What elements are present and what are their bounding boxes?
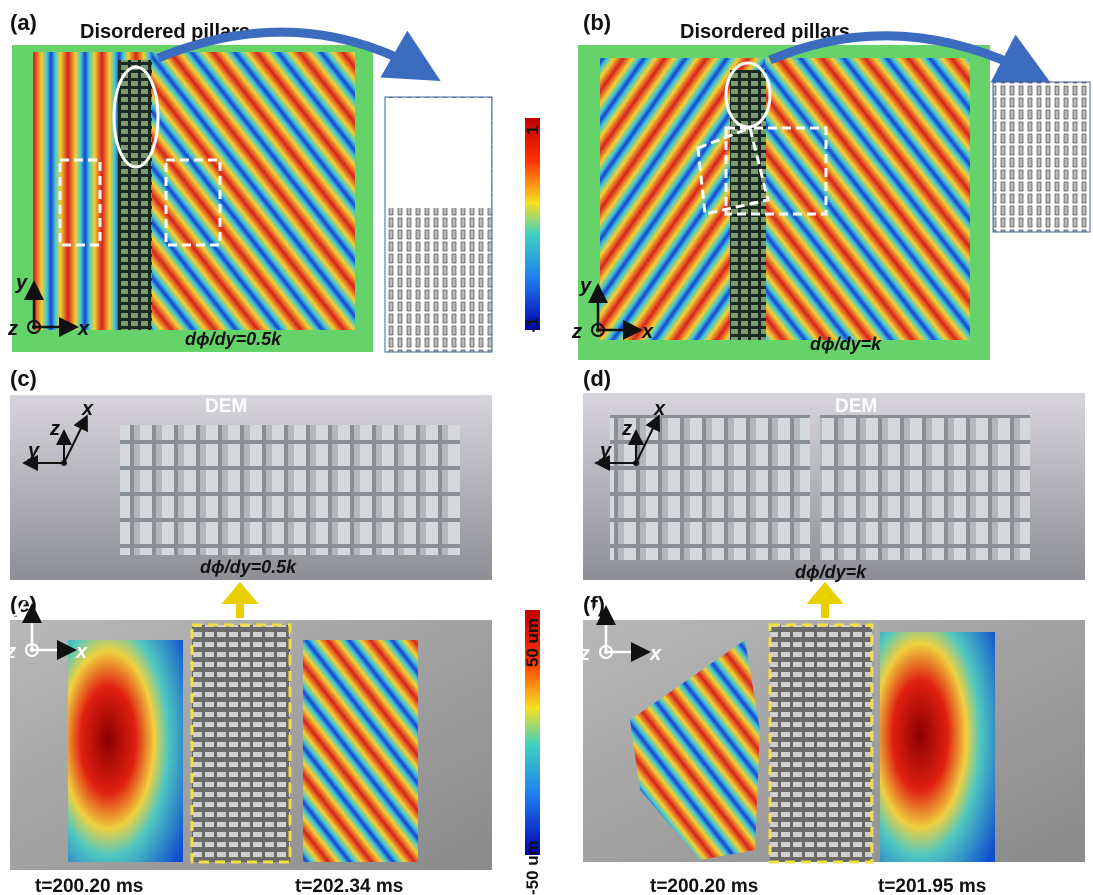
axis-label: x (81, 398, 94, 420)
panel-label: (a) (10, 10, 37, 35)
figure: (a) Disordered pillars dϕ/dy=0.5k 1 -1 (… (0, 0, 1093, 895)
axis-label: y (599, 440, 612, 462)
arrow (815, 588, 835, 618)
phase-gradient: dϕ/dy=k (810, 334, 882, 354)
time-label: t=200.20 ms (35, 876, 143, 895)
panel-label: (b) (583, 10, 611, 35)
axis-label: x (77, 318, 90, 340)
axis-label: y (13, 595, 26, 617)
phase-gradient: dϕ/dy=k (795, 562, 867, 582)
axis-origin (633, 460, 639, 466)
axis-label: z (621, 418, 632, 440)
pillar-blocks (820, 415, 1030, 560)
axis-label: y (27, 440, 40, 462)
colorbar-min: -50 um (523, 840, 542, 895)
pillar-column (730, 70, 766, 340)
arrow (230, 588, 250, 618)
colorbar-max: 50 um (523, 618, 542, 667)
phase-gradient: dϕ/dy=0.5k (200, 557, 297, 577)
pillar-blocks (610, 415, 810, 560)
inset (993, 82, 1090, 232)
axis-origin (604, 650, 608, 654)
colorbar-max: 1 (523, 125, 542, 134)
axis-origin (61, 460, 67, 466)
inset-mask (386, 98, 491, 208)
axis-label: y (15, 272, 28, 294)
method-label: DEM (205, 396, 247, 417)
axis-label: z (5, 641, 16, 663)
axis-origin (596, 328, 600, 332)
pillar-column (118, 60, 152, 330)
colorbar (525, 118, 540, 330)
displacement-map (303, 640, 418, 862)
axis-origin (32, 325, 36, 329)
colorbar-min: -1 (523, 317, 542, 332)
displacement-map (68, 640, 183, 862)
axis-label: z (49, 418, 60, 440)
sem-pillars (192, 625, 290, 862)
wave-field (765, 58, 970, 340)
time-label: t=200.20 ms (650, 876, 758, 895)
axis-label: x (75, 641, 88, 663)
wave-field (152, 52, 355, 330)
axis-label: x (653, 398, 666, 420)
axis-label: z (571, 321, 582, 343)
axis-label: x (649, 643, 662, 665)
method-label: DEM (835, 396, 877, 417)
axis-origin (30, 648, 34, 652)
axis-label: z (7, 318, 18, 340)
pillar-blocks (120, 425, 460, 555)
displacement-map (880, 632, 995, 862)
axis-label: z (579, 643, 590, 665)
panel-label: (d) (583, 366, 611, 391)
phase-gradient: dϕ/dy=0.5k (185, 329, 282, 349)
sem-pillars (770, 625, 872, 862)
axis-label: x (641, 321, 654, 343)
time-label: t=202.34 ms (295, 876, 403, 895)
axis-label: y (587, 597, 600, 619)
panel-label: (c) (10, 366, 37, 391)
axis-label: y (579, 275, 592, 297)
time-label: t=201.95 ms (878, 876, 986, 895)
